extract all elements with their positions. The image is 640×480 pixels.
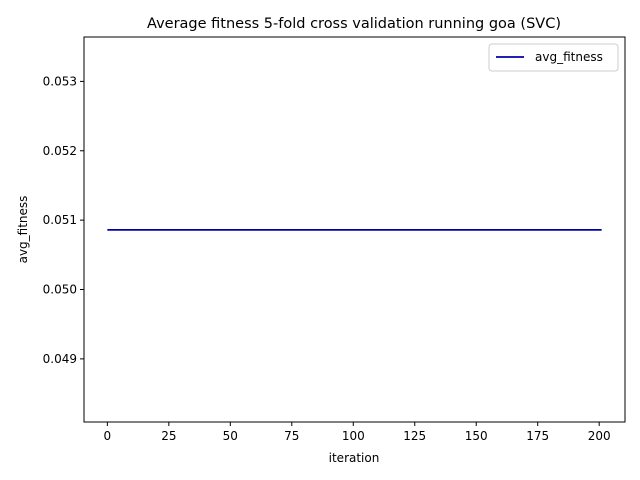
x-tick-label: 150 <box>465 429 488 443</box>
y-axis-title: avg_fitness <box>16 196 30 264</box>
x-axis: 0 25 50 75 100 125 150 175 200 <box>104 422 611 443</box>
plot-area <box>83 36 626 423</box>
x-tick-label: 175 <box>526 429 549 443</box>
legend-label-avg-fitness: avg_fitness <box>535 50 603 64</box>
y-tick-label: 0.050 <box>43 283 77 297</box>
y-tick-label: 0.049 <box>43 352 77 366</box>
x-tick-label: 100 <box>342 429 365 443</box>
x-tick-label: 25 <box>161 429 176 443</box>
y-axis: 0.049 0.050 0.051 0.052 0.053 <box>43 74 84 366</box>
legend-box <box>488 43 619 72</box>
x-tick-label: 50 <box>223 429 238 443</box>
x-tick-label: 75 <box>284 429 299 443</box>
x-axis-title: iteration <box>329 451 380 465</box>
x-tick-label: 200 <box>588 429 611 443</box>
legend: avg_fitness <box>488 43 619 72</box>
chart-title: Average fitness 5-fold cross validation … <box>147 16 561 32</box>
x-tick-label: 0 <box>104 429 112 443</box>
y-tick-label: 0.052 <box>43 144 77 158</box>
y-tick-label: 0.053 <box>43 74 77 88</box>
x-tick-label: 125 <box>403 429 426 443</box>
y-tick-label: 0.051 <box>43 213 77 227</box>
